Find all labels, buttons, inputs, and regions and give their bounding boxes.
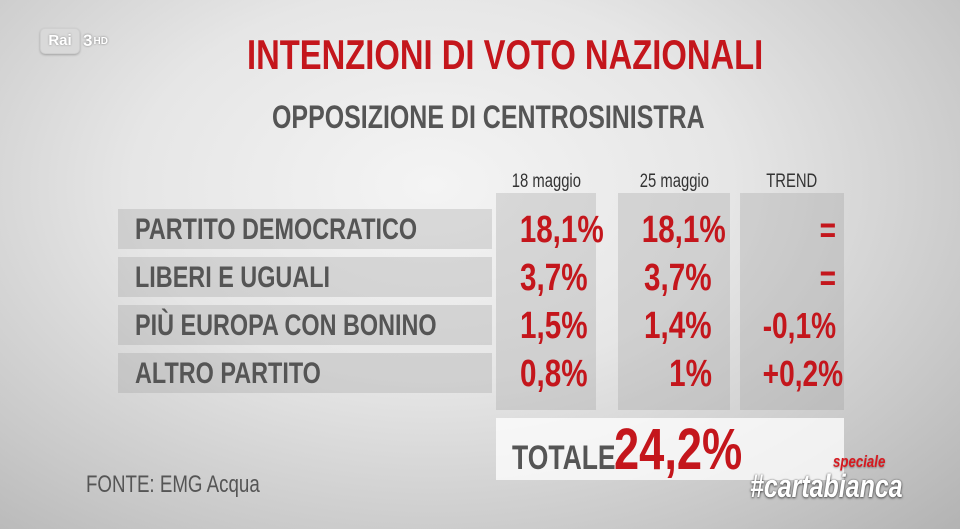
brand-hashtag-logo: #cartabianca (750, 468, 903, 504)
table-cell-18-maggio: 1,5% (520, 305, 588, 347)
source-note: FONTE: EMG Acqua (86, 471, 260, 498)
column-header-25-maggio: 25 maggio (639, 171, 709, 192)
column-header-18-maggio: 18 maggio (511, 171, 581, 192)
party-row-shade-3 (118, 305, 492, 345)
party-row-shade-1 (118, 209, 492, 249)
table-row-party: ALTRO PARTITO (135, 357, 321, 390)
column-header-trend: TREND (766, 171, 818, 192)
table-cell-trend: +0,2% (762, 353, 844, 394)
column-shade-trend (740, 193, 844, 410)
table-row-party: PARTITO DEMOCRATICO (135, 213, 418, 246)
column-shade-25-maggio (618, 193, 730, 410)
table-row-party: PIÙ EUROPA CON BONINO (135, 309, 437, 342)
total-value: 24,2% (614, 417, 743, 482)
page-title-text: INTENZIONI DI VOTO NAZIONALI (247, 31, 764, 78)
hd-badge: HD (93, 35, 108, 47)
party-row-shade-2 (118, 257, 492, 297)
page-subtitle-text: OPPOSIZIONE DI CENTROSINISTRA (272, 99, 705, 135)
table-cell-18-maggio: 3,7% (520, 257, 588, 299)
table-cell-trend: = (819, 257, 836, 298)
brand-speciale-label: speciale (833, 452, 886, 471)
table-cell-25-maggio: 3,7% (644, 257, 712, 299)
table-row-party: LIBERI E UGUALI (135, 261, 331, 294)
page-subtitle: OPPOSIZIONE DI CENTROSINISTRA (272, 97, 827, 137)
page-title: INTENZIONI DI VOTO NAZIONALI (247, 30, 909, 80)
table-cell-25-maggio: 18,1% (641, 209, 726, 251)
table-cell-25-maggio: 1,4% (644, 305, 712, 347)
table-cell-trend: -0,1% (762, 305, 836, 346)
channel-number: 3 (83, 31, 93, 50)
table-cell-trend: = (819, 209, 836, 250)
table-cell-18-maggio: 18,1% (519, 209, 604, 251)
total-box (496, 418, 844, 480)
total-label: TOTALE (512, 439, 616, 477)
channel-logo: Rai 3 HD (40, 28, 108, 54)
table-cell-25-maggio: 1% (669, 353, 712, 395)
rai-logo-box: Rai (40, 28, 80, 54)
table-cell-18-maggio: 0,8% (520, 353, 588, 395)
party-row-shade-4 (118, 353, 492, 393)
column-shade-18-maggio (496, 193, 596, 410)
